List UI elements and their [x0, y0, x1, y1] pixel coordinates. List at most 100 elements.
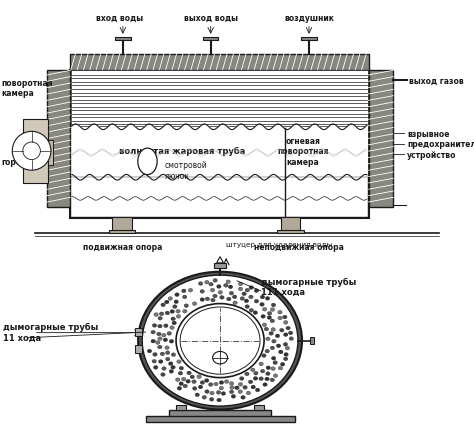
Circle shape: [190, 375, 194, 379]
Circle shape: [152, 324, 157, 328]
Circle shape: [281, 363, 285, 366]
Circle shape: [220, 296, 224, 299]
Circle shape: [265, 297, 270, 300]
Circle shape: [232, 295, 237, 299]
Circle shape: [175, 378, 180, 382]
Bar: [277, 230, 304, 233]
Circle shape: [244, 299, 249, 303]
Circle shape: [165, 351, 170, 355]
Circle shape: [286, 326, 290, 330]
Circle shape: [224, 380, 229, 383]
Circle shape: [202, 396, 207, 399]
Circle shape: [248, 380, 253, 384]
Circle shape: [176, 315, 181, 319]
Circle shape: [259, 377, 263, 381]
Circle shape: [260, 296, 264, 299]
Circle shape: [164, 300, 169, 304]
Bar: [136, 345, 142, 354]
Circle shape: [174, 300, 178, 304]
Circle shape: [147, 349, 152, 353]
Circle shape: [249, 286, 254, 290]
Circle shape: [264, 328, 269, 331]
Circle shape: [249, 309, 254, 312]
Circle shape: [184, 304, 189, 308]
Circle shape: [266, 372, 270, 376]
Circle shape: [192, 387, 197, 390]
Circle shape: [162, 367, 166, 371]
Circle shape: [178, 371, 182, 375]
Text: огневая
поворотная
камера: огневая поворотная камера: [277, 137, 329, 166]
Circle shape: [12, 132, 51, 171]
Bar: [254, 405, 264, 410]
Circle shape: [142, 276, 298, 406]
Circle shape: [260, 369, 265, 373]
Circle shape: [229, 382, 234, 386]
Circle shape: [238, 288, 243, 291]
Circle shape: [151, 331, 155, 334]
Circle shape: [224, 284, 228, 288]
Circle shape: [209, 383, 213, 386]
Text: выход воды: выход воды: [183, 14, 237, 23]
Circle shape: [218, 291, 222, 294]
Circle shape: [238, 390, 242, 394]
Circle shape: [188, 289, 193, 292]
Circle shape: [280, 328, 284, 332]
Circle shape: [221, 392, 226, 395]
Circle shape: [182, 310, 187, 313]
Text: волнистая жаровая труба: волнистая жаровая труба: [119, 147, 246, 156]
Circle shape: [249, 295, 253, 299]
Bar: [214, 263, 226, 268]
Circle shape: [253, 377, 258, 380]
Circle shape: [246, 391, 251, 395]
Circle shape: [205, 281, 209, 284]
Bar: [115, 37, 131, 41]
Circle shape: [229, 292, 234, 295]
Circle shape: [272, 357, 276, 360]
Circle shape: [200, 290, 204, 294]
Circle shape: [272, 340, 276, 343]
Circle shape: [187, 371, 191, 375]
Circle shape: [271, 328, 275, 331]
Text: штуцер для удаления воды: штуцер для удаления воды: [226, 241, 332, 247]
Circle shape: [171, 366, 175, 369]
Circle shape: [278, 366, 283, 370]
Circle shape: [238, 282, 243, 286]
Circle shape: [229, 390, 234, 394]
Circle shape: [216, 391, 221, 394]
Circle shape: [283, 321, 288, 325]
Circle shape: [213, 294, 217, 298]
Text: поворотная
камера: поворотная камера: [2, 78, 53, 98]
Circle shape: [159, 312, 164, 316]
Circle shape: [288, 331, 293, 335]
Circle shape: [228, 285, 233, 289]
Circle shape: [210, 397, 214, 401]
Circle shape: [205, 390, 209, 394]
Circle shape: [199, 282, 203, 286]
Circle shape: [186, 380, 190, 383]
Circle shape: [200, 298, 204, 302]
Circle shape: [265, 377, 269, 381]
Circle shape: [165, 311, 170, 315]
Circle shape: [251, 368, 255, 372]
Circle shape: [245, 289, 249, 292]
Circle shape: [182, 295, 187, 299]
Circle shape: [170, 326, 174, 330]
Bar: [203, 37, 219, 41]
Circle shape: [284, 353, 288, 357]
Circle shape: [273, 374, 278, 378]
Bar: [71, 71, 368, 127]
Circle shape: [176, 310, 180, 314]
Circle shape: [226, 280, 230, 284]
Circle shape: [204, 379, 209, 383]
Bar: [71, 178, 368, 218]
Circle shape: [262, 323, 267, 327]
Circle shape: [205, 297, 210, 301]
Circle shape: [276, 344, 281, 348]
Circle shape: [170, 310, 174, 314]
Circle shape: [211, 299, 215, 302]
Circle shape: [173, 305, 177, 309]
Text: горелка: горелка: [2, 158, 38, 167]
Bar: [47, 70, 70, 208]
Bar: [48, 141, 54, 166]
Circle shape: [267, 312, 272, 316]
